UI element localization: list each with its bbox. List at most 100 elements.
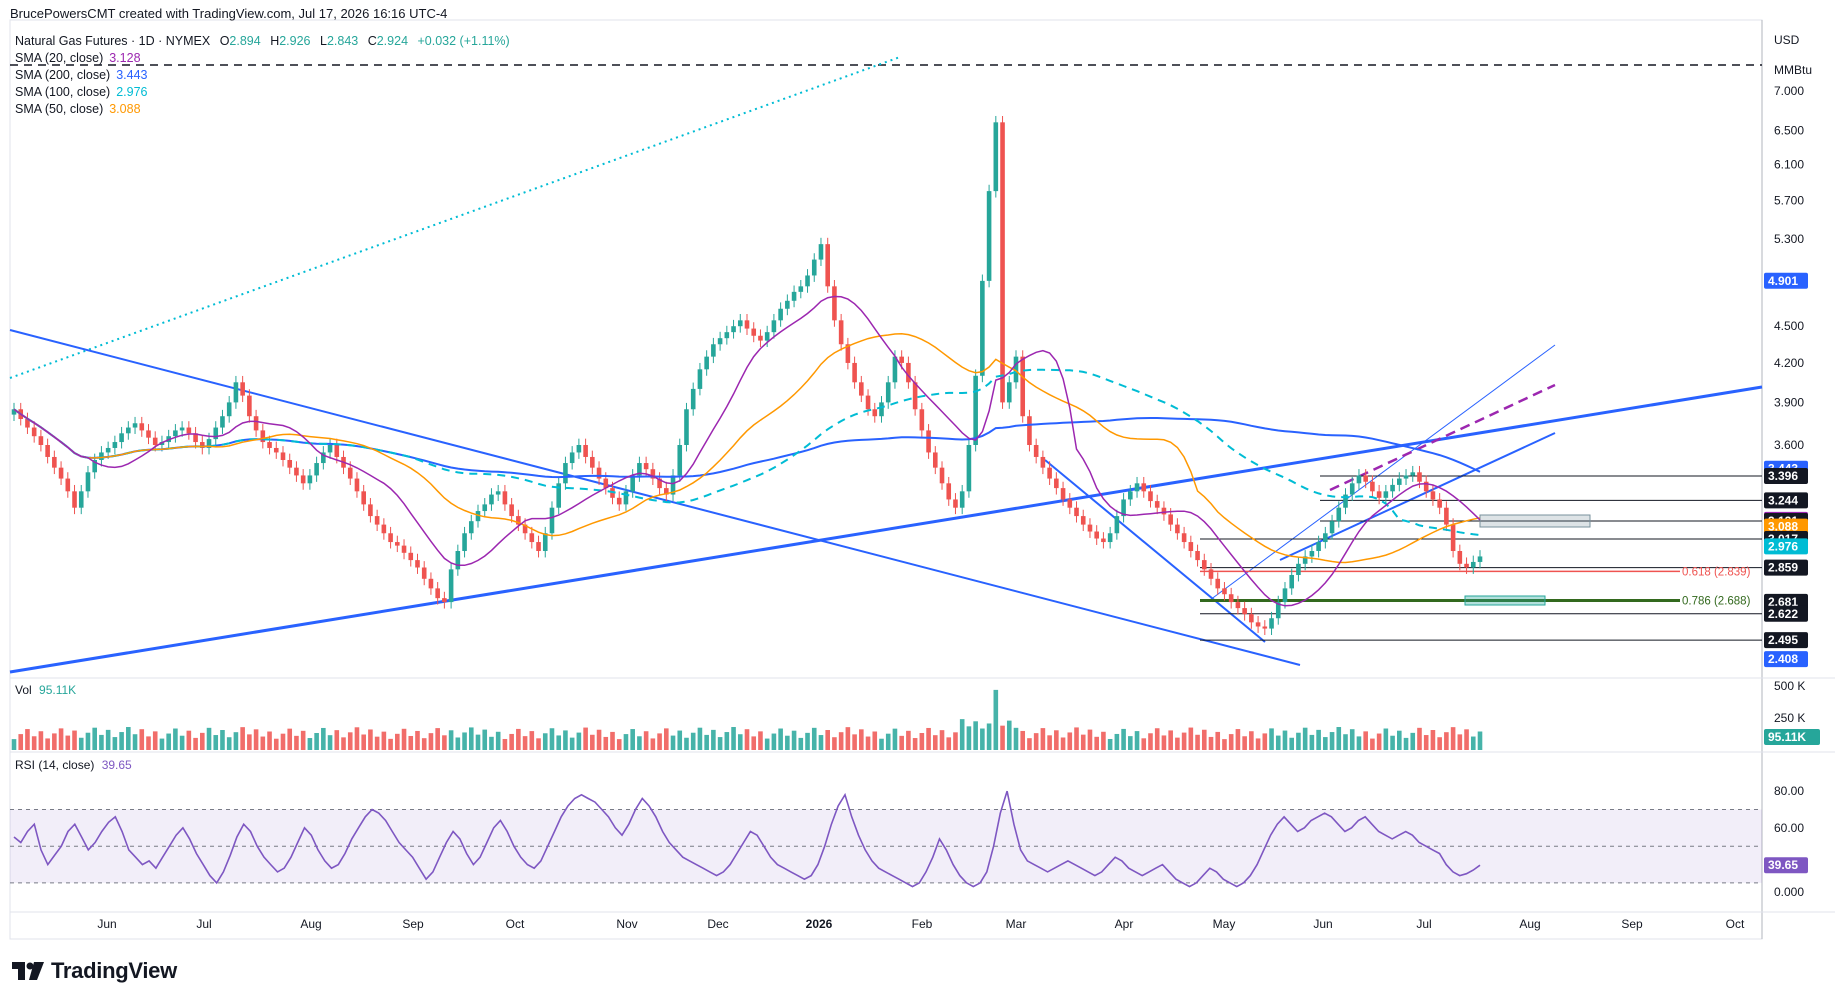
volume-legend[interactable]: Vol 95.11K — [15, 683, 76, 697]
volume-bar — [1115, 734, 1120, 750]
volume-bar — [1054, 730, 1059, 750]
volume-bar — [469, 727, 474, 750]
volume-bar — [456, 737, 461, 750]
candle-body — [1451, 525, 1456, 551]
indicator-sma20[interactable]: SMA (20, close) 3.128 — [15, 50, 147, 67]
volume-bar — [247, 734, 252, 750]
indicator-sma100[interactable]: SMA (100, close) 2.976 — [15, 84, 147, 101]
time-axis-label: Nov — [616, 917, 637, 931]
candle-body — [778, 309, 783, 321]
volume-bar — [913, 738, 918, 750]
volume-bar — [684, 738, 689, 750]
volume-bar — [12, 739, 17, 750]
volume-bar — [960, 719, 965, 750]
volume-bar — [1397, 731, 1402, 750]
volume-bar — [886, 734, 891, 750]
indicator-sma200[interactable]: SMA (200, close) 3.443 — [15, 67, 147, 84]
candle-body — [859, 382, 864, 395]
volume-bar — [1303, 728, 1308, 750]
volume-bar — [785, 736, 790, 750]
resistance-zone-box — [1480, 515, 1590, 527]
volume-bar — [1047, 735, 1052, 750]
volume-bar — [819, 735, 824, 750]
fib-level-label: 0.786 (2.688) — [1682, 596, 1751, 608]
volume-bar — [946, 737, 951, 750]
candle-body — [1195, 551, 1200, 560]
candle-body — [812, 260, 817, 276]
volume-bar — [449, 730, 454, 750]
candle-body — [1215, 579, 1220, 589]
volume-bar — [1236, 729, 1241, 750]
candle-body — [146, 430, 151, 437]
rsi-legend[interactable]: RSI (14, close) 39.65 — [15, 758, 132, 772]
volume-bar — [442, 735, 447, 750]
volume-bar — [577, 733, 582, 750]
volume-bar — [368, 729, 373, 750]
price-badge-label: 2.976 — [1768, 539, 1798, 553]
volume-bar — [590, 735, 595, 750]
price-axis-tick: 5.700 — [1774, 193, 1804, 207]
candle-body — [442, 598, 447, 602]
candle-body — [361, 491, 366, 504]
candle-body — [711, 344, 716, 356]
volume-bar — [543, 733, 548, 750]
candle-body — [1061, 488, 1066, 499]
falling-wedge-line — [1045, 460, 1265, 642]
volume-bar — [1128, 736, 1133, 750]
candle-body — [536, 542, 541, 551]
indicator-sma50[interactable]: SMA (50, close) 3.088 — [15, 101, 147, 118]
volume-bar — [200, 733, 205, 750]
candle-body — [973, 376, 978, 445]
candle-body — [1316, 542, 1321, 551]
volume-badge-label: 95.11K — [1768, 730, 1806, 744]
currency-label: USD — [1774, 33, 1800, 47]
volume-bar — [1229, 734, 1234, 750]
volume-bar — [308, 738, 313, 750]
volume-bar — [1404, 738, 1409, 750]
volume-bar — [872, 732, 877, 750]
candle-body — [247, 396, 252, 417]
close-value: 2.924 — [377, 34, 408, 48]
volume-bar — [980, 729, 985, 750]
candle-body — [751, 329, 756, 336]
price-badge-label: 3.396 — [1768, 469, 1798, 483]
candle-body — [86, 472, 91, 491]
volume-bar — [906, 731, 911, 750]
volume-bar — [1437, 737, 1442, 750]
tradingview-logo[interactable]: TradingView — [12, 958, 177, 984]
candle-body — [355, 479, 360, 492]
time-axis-label: Oct — [506, 917, 525, 931]
volume-bar — [1081, 735, 1086, 750]
symbol-legend[interactable]: Natural Gas Futures · 1D · NYMEX O2.894 … — [15, 33, 516, 50]
volume-bar — [79, 738, 84, 750]
volume-bar — [698, 728, 703, 750]
volume-bar — [207, 728, 212, 750]
candle-body — [994, 122, 999, 191]
volume-bar — [18, 734, 23, 750]
tradingview-logo-icon — [12, 962, 46, 980]
volume-bar — [1222, 739, 1227, 750]
candle-body — [1404, 475, 1409, 478]
candle-body — [933, 452, 938, 467]
volume-bar — [1061, 737, 1066, 750]
candle-body — [180, 428, 185, 431]
candle-body — [624, 491, 629, 504]
indicator-label: SMA (50, close) — [15, 102, 103, 116]
candle-body — [1256, 622, 1261, 626]
candle-body — [415, 560, 420, 567]
volume-bar — [435, 728, 440, 750]
candle-body — [496, 491, 501, 494]
volume-bar — [1310, 735, 1315, 750]
candle-body — [1478, 556, 1483, 561]
candle-body — [220, 416, 225, 427]
candle-body — [1209, 569, 1214, 578]
candle-body — [489, 495, 494, 505]
candle-body — [1390, 485, 1395, 491]
volume-bar — [758, 731, 763, 750]
candle-body — [1444, 508, 1449, 525]
candle-body — [422, 568, 427, 579]
candle-body — [388, 533, 393, 542]
candle-body — [274, 448, 279, 452]
volume-bar — [987, 723, 992, 750]
